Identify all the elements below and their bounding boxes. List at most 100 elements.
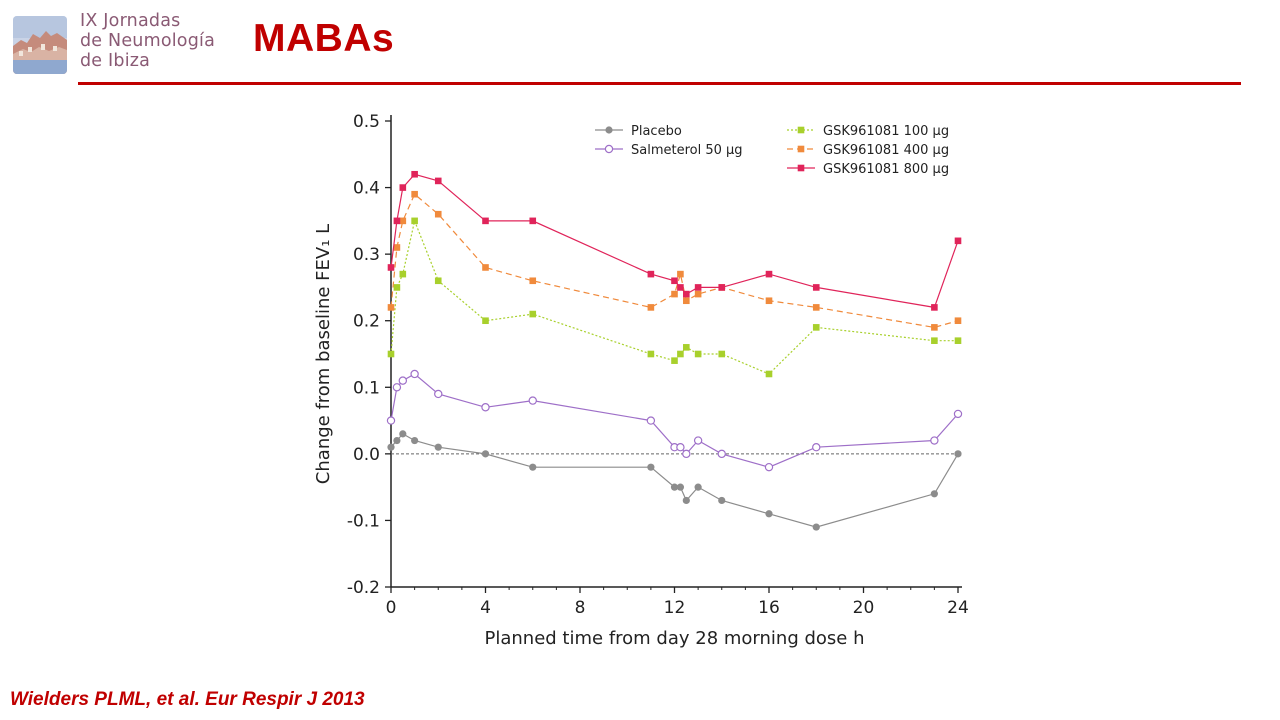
series-4 xyxy=(387,170,962,311)
data-point xyxy=(411,217,418,225)
data-point xyxy=(694,483,702,491)
y-tick-label: 0.4 xyxy=(353,179,380,199)
legend-marker xyxy=(605,126,613,134)
data-point xyxy=(399,270,407,278)
ibiza-town-icon xyxy=(13,16,67,74)
series-2 xyxy=(387,217,962,378)
data-point xyxy=(434,443,442,451)
data-point xyxy=(718,284,726,291)
series-line xyxy=(390,173,959,309)
data-point xyxy=(481,450,490,458)
data-point xyxy=(931,337,938,344)
data-point xyxy=(765,270,773,278)
chart-legend: Placebo Salmeterol 50 µg GSK961081 100 µg G… xyxy=(595,124,949,177)
legend-label: GSK961081 400 µg xyxy=(823,143,949,158)
legend-label: GSK961081 800 µg xyxy=(823,162,949,177)
citation: Wielders PLML, et al. Eur Respir J 2013 xyxy=(10,689,365,710)
data-point xyxy=(931,324,938,331)
series-0 xyxy=(387,430,962,531)
data-point xyxy=(411,190,418,198)
data-point xyxy=(718,496,726,505)
data-point xyxy=(694,290,702,298)
x-tick-label: 16 xyxy=(758,598,780,618)
data-point xyxy=(387,304,395,311)
data-point xyxy=(671,357,678,364)
data-point xyxy=(482,264,489,271)
data-point xyxy=(954,337,962,344)
data-point xyxy=(677,270,684,278)
data-point xyxy=(398,376,408,385)
legend-label: GSK961081 100 µg xyxy=(823,124,949,139)
x-tick-label: 4 xyxy=(480,598,491,618)
data-point xyxy=(693,436,703,445)
data-point xyxy=(481,403,490,412)
data-point xyxy=(954,237,962,245)
series-3 xyxy=(387,190,962,331)
legend-item: Salmeterol 50 µg xyxy=(595,143,743,158)
data-point xyxy=(930,490,938,498)
data-point xyxy=(812,304,820,311)
legend-item: Placebo xyxy=(595,124,682,139)
data-point xyxy=(647,350,655,358)
data-point xyxy=(677,350,684,358)
data-point xyxy=(399,430,407,438)
data-point xyxy=(954,450,962,458)
data-point xyxy=(393,284,401,291)
data-point xyxy=(482,317,489,325)
data-point xyxy=(482,217,489,225)
data-point xyxy=(647,463,655,471)
data-point xyxy=(671,277,678,285)
data-point xyxy=(677,284,684,291)
data-point xyxy=(694,284,702,291)
legend-marker xyxy=(797,126,805,134)
y-tick-label: 0.1 xyxy=(353,378,380,398)
legend-item: GSK961081 100 µg xyxy=(787,124,949,139)
data-point xyxy=(765,297,773,305)
series-1 xyxy=(386,369,963,472)
data-point xyxy=(529,277,537,285)
data-point xyxy=(399,184,407,191)
data-point xyxy=(931,304,938,311)
data-point xyxy=(387,443,395,451)
data-point xyxy=(683,297,690,305)
data-point xyxy=(529,463,537,471)
conference-logo-text: IX Jornadas de Neumología de Ibiza xyxy=(80,11,215,71)
data-point xyxy=(387,350,395,358)
data-point xyxy=(953,409,963,419)
x-axis-title: Planned time from day 28 morning dose h xyxy=(485,628,865,649)
legend-marker xyxy=(797,164,805,172)
data-point xyxy=(683,344,690,351)
data-point xyxy=(392,383,402,392)
y-tick-label: 0.2 xyxy=(353,312,380,332)
data-point xyxy=(647,304,655,311)
x-tick-label: 8 xyxy=(575,598,586,618)
data-point xyxy=(386,416,396,425)
data-point xyxy=(812,324,820,331)
data-point xyxy=(410,369,419,379)
legend-item: GSK961081 800 µg xyxy=(787,162,949,177)
legend-item: GSK961081 400 µg xyxy=(787,143,949,158)
data-point xyxy=(717,449,726,459)
data-point xyxy=(646,416,656,425)
data-point xyxy=(812,523,820,531)
y-tick-label: 0.3 xyxy=(353,245,380,265)
data-point xyxy=(676,483,685,491)
logo-line-1: IX Jornadas xyxy=(80,11,181,31)
conference-logo-image xyxy=(13,16,67,74)
data-point xyxy=(694,350,702,358)
data-point xyxy=(434,210,442,218)
y-tick-label: 0.0 xyxy=(353,445,380,465)
logo-line-3: de Ibiza xyxy=(80,51,151,71)
data-point xyxy=(647,270,655,278)
data-point xyxy=(812,284,820,291)
y-tick-label: -0.2 xyxy=(347,578,380,598)
data-point xyxy=(411,436,419,445)
legend-label: Placebo xyxy=(631,124,682,139)
slide-title: MABAs xyxy=(253,17,395,60)
data-point xyxy=(399,217,407,225)
data-point xyxy=(434,389,443,399)
data-point xyxy=(671,290,678,298)
data-point xyxy=(683,290,690,298)
data-point xyxy=(682,449,691,459)
data-point xyxy=(954,317,962,325)
